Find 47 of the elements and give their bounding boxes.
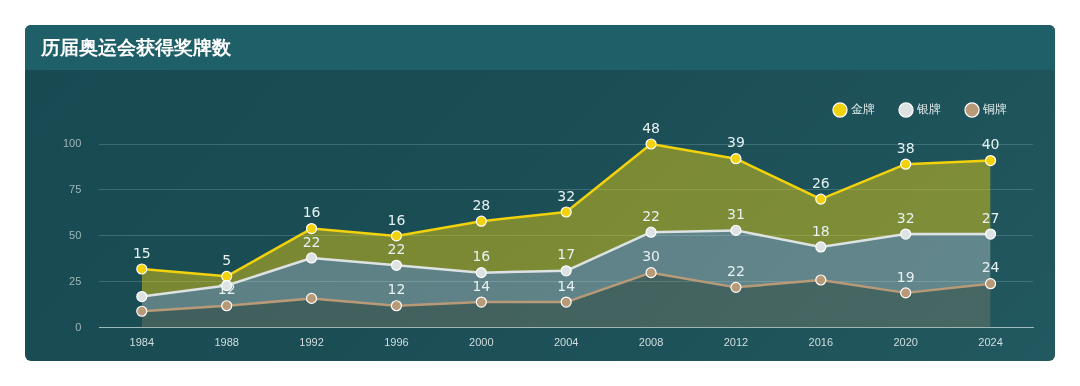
data-label: 32 xyxy=(896,209,915,226)
x-tick-label: 2000 xyxy=(469,336,494,349)
data-label: 38 xyxy=(896,139,915,156)
data-label: 27 xyxy=(981,209,1000,226)
data-label: 5 xyxy=(222,251,232,268)
data-label: 19 xyxy=(896,268,915,285)
x-tick-label: 2008 xyxy=(638,336,664,349)
data-label: 14 xyxy=(472,277,491,294)
data-label: 26 xyxy=(811,174,830,191)
data-label: 16 xyxy=(472,248,491,265)
x-tick-label: 2012 xyxy=(723,336,749,349)
data-label: 24 xyxy=(981,259,1000,276)
x-tick-label: 2024 xyxy=(978,336,1003,349)
x-tick-label: 1988 xyxy=(214,336,239,349)
data-label: 30 xyxy=(642,248,660,265)
y-tick-label: 25 xyxy=(69,274,82,287)
y-tick-label: 0 xyxy=(75,320,82,333)
data-label: 12 xyxy=(387,281,406,298)
data-label: 32 xyxy=(557,187,576,204)
y-tick-label: 100 xyxy=(62,137,82,150)
chart-title: 历届奥运会获得奖牌数 xyxy=(25,25,1055,70)
data-label: 22 xyxy=(727,263,745,279)
x-tick-label: 2016 xyxy=(808,336,834,349)
x-tick-label: 1996 xyxy=(384,336,409,349)
data-label: 39 xyxy=(727,134,745,151)
data-label: 31 xyxy=(727,206,745,223)
data-label: 48 xyxy=(642,119,660,136)
data-label: 22 xyxy=(387,240,406,257)
x-tick-label: 2004 xyxy=(553,336,579,349)
data-label: 40 xyxy=(981,136,1000,153)
legend-label: 铜牌 xyxy=(982,102,1007,117)
data-label: 14 xyxy=(557,277,576,294)
x-tick-label: 2020 xyxy=(893,336,918,349)
y-tick-label: 50 xyxy=(69,228,82,241)
x-tick-label: 1992 xyxy=(299,336,324,349)
data-label: 16 xyxy=(302,204,321,221)
y-tick-label: 75 xyxy=(69,182,82,195)
data-label: 22 xyxy=(642,207,660,224)
data-label: 16 xyxy=(387,211,406,228)
data-label: 17 xyxy=(557,246,576,263)
data-label: 22 xyxy=(302,233,321,250)
data-label: 18 xyxy=(811,222,830,239)
legend-label: 金牌 xyxy=(851,102,875,117)
x-tick-label: 1984 xyxy=(129,336,155,349)
data-label: 28 xyxy=(472,196,491,213)
legend-label: 银牌 xyxy=(916,102,941,117)
data-label: 15 xyxy=(132,244,151,261)
